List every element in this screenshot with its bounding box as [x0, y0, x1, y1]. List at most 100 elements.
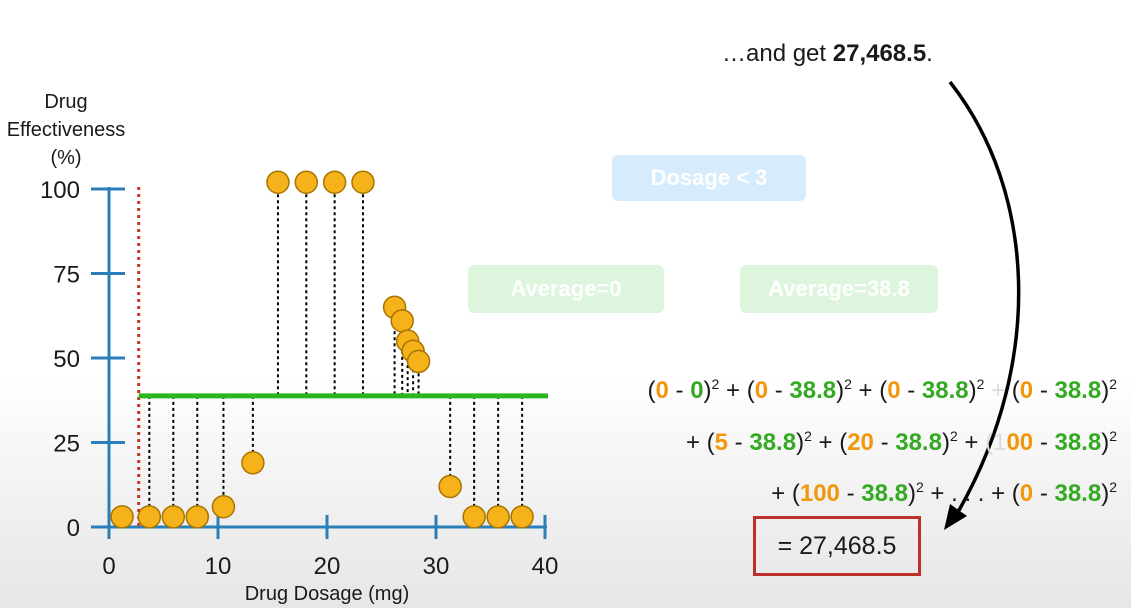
data-points	[110, 170, 534, 529]
x-tick-label: 20	[314, 553, 341, 580]
equation-term: 38.8	[749, 429, 797, 456]
equation-term: 2	[976, 376, 985, 392]
x-tick-label: 10	[205, 553, 232, 580]
equation-term: 0	[754, 377, 769, 404]
equation-term: )	[1101, 480, 1110, 507]
equation-term: 38.8	[1054, 429, 1102, 456]
equation-term: + (	[851, 377, 888, 404]
equation-term: )	[907, 480, 916, 507]
y-axis-label: (%)	[50, 147, 81, 169]
y-tick-label: 0	[67, 515, 80, 542]
x-tick-label: 30	[423, 553, 450, 580]
data-point	[351, 170, 375, 194]
equation-line-2: + (5 - 38.8)2 + (20 - 38.8)2 + (100 - 38…	[686, 428, 1117, 457]
tree-right-leaf: Average=38.8	[740, 265, 938, 313]
tree-left-leaf: Average=0	[468, 265, 664, 313]
equation-term: + (	[771, 480, 800, 507]
equation-term: 2	[1109, 428, 1117, 444]
equation-term: + (	[719, 377, 755, 404]
equation-term: 38.8	[861, 480, 908, 507]
data-point	[322, 170, 347, 194]
equation-term: (	[1011, 377, 1020, 404]
data-point	[390, 309, 414, 333]
equation-term: )	[703, 377, 712, 404]
equation-term: 5	[714, 429, 729, 456]
equation-term: 2	[949, 428, 958, 444]
y-tick-label: 50	[53, 346, 80, 373]
data-point	[161, 505, 186, 529]
equation-term: +	[957, 429, 986, 456]
equation-term: 38.8	[921, 377, 969, 404]
data-point	[185, 505, 210, 529]
equation-term: 2	[711, 376, 720, 392]
caption-prefix: …and get	[722, 40, 833, 67]
y-tick-label: 25	[53, 431, 80, 458]
data-point	[266, 170, 290, 194]
data-point	[438, 474, 462, 499]
data-point	[137, 505, 162, 529]
equation-term: -	[1033, 480, 1055, 507]
equation-term: 0	[1019, 377, 1034, 404]
equation-term: + . . . + (	[923, 480, 1020, 507]
equation-term: )	[968, 377, 977, 404]
equation-term: )	[836, 377, 845, 404]
x-axis-label: Drug Dosage (mg)	[245, 583, 410, 605]
equation-line-1: (0 - 0)2 + (0 - 38.8)2 + (0 - 38.8)2 + (…	[648, 376, 1118, 405]
x-tick-label: 0	[102, 553, 115, 580]
equation-term: -	[1033, 377, 1055, 404]
equation-term: -	[668, 377, 691, 404]
equation-term: 0	[690, 377, 704, 404]
equation-term: 2	[1109, 376, 1117, 392]
equation-term: -	[839, 480, 862, 507]
equation-term: 2	[1109, 479, 1117, 495]
equation-term: )	[1101, 377, 1110, 404]
equation-term: + (	[811, 429, 848, 456]
data-point	[211, 494, 236, 519]
equation-term: -	[900, 377, 922, 404]
equation-term: 0	[655, 377, 669, 404]
equation-term: 38.8	[895, 429, 942, 456]
equation-term: -	[768, 377, 790, 404]
equation-term: 38.8	[1054, 480, 1102, 507]
caption-arrow	[944, 80, 1021, 530]
caption-value: 27,468.5	[832, 40, 927, 67]
equation-term: 0	[887, 377, 901, 404]
equation-term: )	[1101, 429, 1110, 456]
equation-term: 38.8	[1054, 377, 1102, 404]
data-point	[486, 505, 510, 529]
curved-arrow	[948, 80, 1021, 513]
y-tick-label: 75	[53, 262, 80, 289]
equation-term: )	[796, 429, 805, 456]
equation-term: )	[941, 429, 950, 456]
equation-term: -	[1033, 429, 1055, 456]
equation-term: + (	[685, 429, 715, 456]
guides	[137, 187, 548, 527]
data-point	[294, 170, 319, 194]
caption-suffix: .	[926, 40, 933, 67]
equation-term: -	[873, 429, 896, 456]
equation-term: 100	[799, 480, 840, 507]
y-axis-label: Effectiveness	[7, 119, 126, 141]
data-point	[110, 505, 134, 529]
tree-root-node: Dosage < 3	[612, 155, 806, 201]
data-point	[510, 505, 534, 529]
equation-term: 00	[1006, 429, 1034, 456]
equation-term: 0	[1019, 480, 1034, 507]
x-tick-label: 40	[532, 553, 559, 580]
equation-line-3: + (100 - 38.8)2 + . . . + (0 - 38.8)2	[771, 479, 1117, 508]
equation-term: 2	[915, 479, 924, 495]
result-box: = 27,468.5	[753, 516, 921, 576]
equation-term: -	[728, 429, 750, 456]
data-point	[462, 505, 486, 529]
y-tick-label: 100	[40, 177, 80, 204]
equation-term: 38.8	[789, 377, 837, 404]
equation-term: 2	[804, 428, 812, 444]
data-point	[406, 349, 431, 374]
equation-term: 20	[847, 429, 874, 456]
equation-term: (1	[985, 429, 1007, 456]
equation-term: +	[984, 377, 1012, 404]
equation-term: (	[647, 377, 656, 404]
caption: …and get 27,468.5.	[722, 40, 933, 68]
residual-lines	[148, 182, 524, 517]
